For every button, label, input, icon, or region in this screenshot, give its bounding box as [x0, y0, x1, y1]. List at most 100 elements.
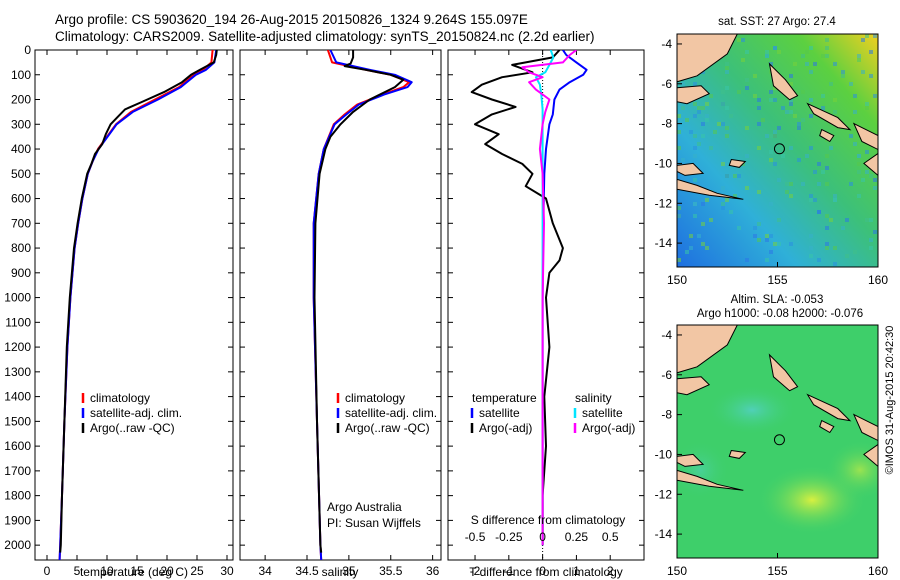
- lon-tick-label: 150: [667, 273, 687, 287]
- sst-pixel: [841, 74, 845, 78]
- argo-location-marker: [773, 434, 785, 446]
- pi-note: PI: Susan Wijffels: [327, 516, 421, 530]
- depth-tick-label: 500: [11, 167, 31, 181]
- sst-pixel: [801, 54, 805, 58]
- land-polygon: [677, 178, 744, 200]
- sst-pixel: [861, 178, 865, 182]
- sst-pixel: [693, 146, 697, 150]
- sst-pixel: [817, 210, 821, 214]
- sst-pixel: [857, 162, 861, 166]
- land-polygon: [677, 376, 711, 396]
- sst-pixel: [833, 98, 837, 102]
- difference-series-3: [521, 50, 577, 546]
- sst-pixel: [809, 146, 813, 150]
- sst-pixel: [741, 38, 745, 42]
- sst-pixel: [769, 98, 773, 102]
- salinity-series: [312, 50, 413, 560]
- sst-pixel: [777, 242, 781, 246]
- sst-pixel: [693, 154, 697, 158]
- sst-pixel: [809, 46, 813, 50]
- sst-pixel: [705, 114, 709, 118]
- temperature-tick-label: 15: [130, 564, 144, 578]
- sst-pixel: [737, 38, 741, 42]
- sst-pixel: [697, 110, 701, 114]
- sst-pixel: [725, 198, 729, 202]
- sst-pixel: [809, 194, 813, 198]
- sst-pixel: [841, 226, 845, 230]
- sst-pixel: [789, 182, 793, 186]
- sst-pixel: [797, 126, 801, 130]
- sst-map-field: [677, 34, 878, 267]
- sst-pixel: [773, 162, 777, 166]
- sst-pixel: [745, 126, 749, 130]
- sst-pixel: [825, 38, 829, 42]
- sst-pixel: [769, 202, 773, 206]
- sst-pixel: [789, 102, 793, 106]
- sst-pixel: [701, 134, 705, 138]
- s-difference-tick-label: 0.5: [602, 530, 619, 544]
- salinity-xlabel: salinity: [322, 565, 359, 579]
- land-polygon: [728, 158, 747, 168]
- difference-legend: temperaturesatelliteArgo(-adj)salinitysa…: [470, 391, 635, 435]
- sst-pixel: [725, 70, 729, 74]
- sst-pixel: [857, 154, 861, 158]
- sst-pixel: [821, 170, 825, 174]
- salinity-panel: 34 34.5 35 35.5 36 climatologysatellite-adj.…: [239, 49, 442, 579]
- sst-pixel: [777, 50, 781, 54]
- depth-tick-label: 1200: [4, 340, 31, 354]
- sst-pixel: [793, 62, 797, 66]
- depth-tick-label: 300: [11, 117, 31, 131]
- sla-map-axes: 150 155 160 -4 -6 -8 -10 -12 -14: [655, 328, 889, 578]
- sst-pixel: [725, 134, 729, 138]
- sst-pixel: [857, 54, 861, 58]
- sst-pixel: [781, 154, 785, 158]
- sst-pixel: [821, 54, 825, 58]
- sst-pixel: [873, 34, 877, 38]
- sst-pixel: [765, 238, 769, 242]
- depth-tick-label: 1400: [4, 390, 31, 404]
- sst-pixel: [861, 38, 865, 42]
- depth-tick-label: 100: [11, 68, 31, 82]
- land-polygon: [768, 62, 799, 101]
- sst-pixel: [869, 246, 873, 250]
- legend-label: climatology: [90, 391, 150, 405]
- temperature-panel: 0100200300400500600700800900100011001200…: [4, 43, 234, 579]
- land-polygon: [677, 325, 738, 374]
- sst-pixel: [729, 210, 733, 214]
- sst-pixel: [841, 70, 845, 74]
- depth-tick-label: 1500: [4, 414, 31, 428]
- sst-pixel: [741, 58, 745, 62]
- sst-pixel: [721, 186, 725, 190]
- depth-tick-label: 2000: [4, 538, 31, 552]
- sst-pixel: [825, 182, 829, 186]
- sst-pixel: [745, 78, 749, 82]
- sst-pixel: [769, 150, 773, 154]
- sst-pixel: [777, 178, 781, 182]
- sst-pixel: [765, 258, 769, 262]
- temperature-series: [58, 50, 218, 560]
- sst-pixel: [677, 114, 681, 118]
- temperature-axes-frame: [34, 49, 234, 561]
- sst-pixel: [845, 254, 849, 258]
- lat-tick-label: -10: [655, 447, 673, 461]
- sst-pixel: [753, 74, 757, 78]
- land-masses: [677, 34, 878, 200]
- land-masses: [677, 325, 878, 491]
- depth-tick-label: 1700: [4, 464, 31, 478]
- difference-tick-label: 0: [539, 564, 546, 578]
- sst-pixel: [781, 106, 785, 110]
- sst-pixel: [745, 50, 749, 54]
- depth-tick-label: 1900: [4, 513, 31, 527]
- sst-pixel: [721, 162, 725, 166]
- sst-pixel: [789, 74, 793, 78]
- sst-pixel: [773, 130, 777, 134]
- sst-pixel: [833, 198, 837, 202]
- sst-pixel: [825, 246, 829, 250]
- sst-pixel: [825, 46, 829, 50]
- sst-pixel: [725, 62, 729, 66]
- sst-pixel: [769, 62, 773, 66]
- sst-pixel: [693, 102, 697, 106]
- sst-pixel: [785, 182, 789, 186]
- sst-pixel: [797, 158, 801, 162]
- imos-stamp: ©IMOS 31-Aug-2015 20:42:30: [884, 326, 896, 475]
